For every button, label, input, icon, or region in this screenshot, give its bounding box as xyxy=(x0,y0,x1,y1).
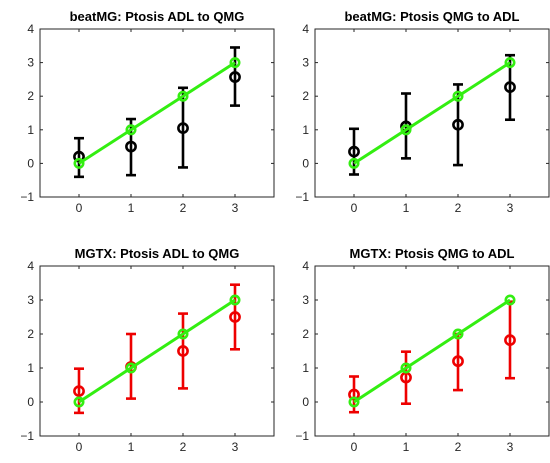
mean-marker xyxy=(177,345,189,357)
reference-marker xyxy=(348,157,360,169)
reference-line xyxy=(78,61,236,165)
y-tick-label: 0 xyxy=(27,395,34,409)
y-tick-label: 4 xyxy=(27,22,34,36)
reference-marker xyxy=(348,396,360,408)
mean-marker xyxy=(452,118,464,131)
reference-marker xyxy=(229,294,241,306)
y-tick-label: 1 xyxy=(302,361,309,375)
y-tick-label: 2 xyxy=(302,327,309,341)
y-tick-label: 4 xyxy=(302,259,309,273)
mean-marker xyxy=(504,81,516,94)
mean-marker xyxy=(177,122,189,135)
x-tick-label: 3 xyxy=(507,201,514,215)
y-tick-label: −1 xyxy=(295,190,309,204)
subplot-bottom-right: MGTX: Ptosis QMG to ADL 0 1 2 3 −1 0 1 2 3 4 xyxy=(295,246,550,454)
y-tick-label: 1 xyxy=(27,361,34,375)
y-tick-label: 0 xyxy=(302,156,309,170)
mean-marker xyxy=(452,355,464,368)
chart-title: MGTX: Ptosis QMG to ADL xyxy=(350,246,515,261)
reference-marker xyxy=(400,362,412,374)
y-tick-label: 4 xyxy=(302,22,309,36)
subplot-top-right: beatMG: Ptosis QMG to ADL 0 1 2 3 −1 0 1 2 3 4 xyxy=(295,9,550,215)
mean-marker xyxy=(229,311,241,323)
y-tick-label: 0 xyxy=(27,156,34,170)
x-tick-label: 1 xyxy=(128,440,135,454)
x-tick-label: 1 xyxy=(128,201,135,215)
reference-marker xyxy=(125,362,137,374)
reference-line xyxy=(353,298,511,404)
mean-marker xyxy=(73,150,85,163)
x-tick-label: 2 xyxy=(180,201,187,215)
reference-marker xyxy=(73,157,85,169)
x-tick-label: 3 xyxy=(232,201,239,215)
mean-marker xyxy=(348,388,360,401)
reference-marker xyxy=(229,57,241,69)
x-tick-label: 0 xyxy=(351,440,358,454)
x-tick-label: 2 xyxy=(455,201,462,215)
plot-area-frame xyxy=(39,265,275,437)
x-tick-label: 3 xyxy=(507,440,514,454)
y-tick-label: 4 xyxy=(27,259,34,273)
y-tick-label: 3 xyxy=(27,56,34,70)
reference-marker xyxy=(125,124,137,136)
y-tick-label: 3 xyxy=(27,293,34,307)
reference-marker xyxy=(400,124,412,136)
subplot-top-left: beatMG: Ptosis ADL to QMG 0 1 2 3 −1 0 1 2 3 4 xyxy=(20,9,275,215)
y-tick-label: 0 xyxy=(302,395,309,409)
chart-title: MGTX: Ptosis ADL to QMG xyxy=(75,246,240,261)
reference-marker xyxy=(452,90,464,102)
reference-marker xyxy=(177,90,189,102)
chart-title: beatMG: Ptosis QMG to ADL xyxy=(344,9,519,24)
plot-area-frame xyxy=(314,265,550,437)
reference-marker xyxy=(504,57,516,69)
y-tick-label: 2 xyxy=(27,89,34,103)
reference-line xyxy=(78,298,236,404)
y-tick-label: 1 xyxy=(27,123,34,137)
y-tick-label: 2 xyxy=(27,327,34,341)
y-tick-label: 3 xyxy=(302,56,309,70)
y-tick-label: −1 xyxy=(20,190,34,204)
mean-marker xyxy=(73,385,85,398)
mean-marker xyxy=(348,145,360,158)
reference-marker xyxy=(504,294,516,306)
x-tick-label: 0 xyxy=(76,201,83,215)
y-tick-label: 3 xyxy=(302,293,309,307)
x-tick-label: 0 xyxy=(351,201,358,215)
reference-marker xyxy=(452,328,464,340)
subplot-bottom-left: MGTX: Ptosis ADL to QMG 0 1 2 3 −1 0 1 2 3 4 xyxy=(20,246,275,454)
mean-marker xyxy=(125,140,137,153)
x-tick-label: 0 xyxy=(76,440,83,454)
x-tick-label: 2 xyxy=(180,440,187,454)
plot-area-frame xyxy=(39,28,275,198)
y-tick-label: −1 xyxy=(295,429,309,443)
x-tick-label: 1 xyxy=(403,201,410,215)
plot-area-frame xyxy=(314,28,550,198)
mean-marker xyxy=(504,334,516,347)
reference-marker xyxy=(177,328,189,340)
x-tick-label: 1 xyxy=(403,440,410,454)
chart-title: beatMG: Ptosis ADL to QMG xyxy=(70,9,245,24)
y-tick-label: 2 xyxy=(302,89,309,103)
mean-marker xyxy=(229,71,241,83)
reference-marker xyxy=(73,396,85,408)
y-tick-label: 1 xyxy=(302,123,309,137)
x-tick-label: 2 xyxy=(455,440,462,454)
reference-line xyxy=(353,61,511,165)
y-tick-label: −1 xyxy=(20,429,34,443)
x-tick-label: 3 xyxy=(232,440,239,454)
